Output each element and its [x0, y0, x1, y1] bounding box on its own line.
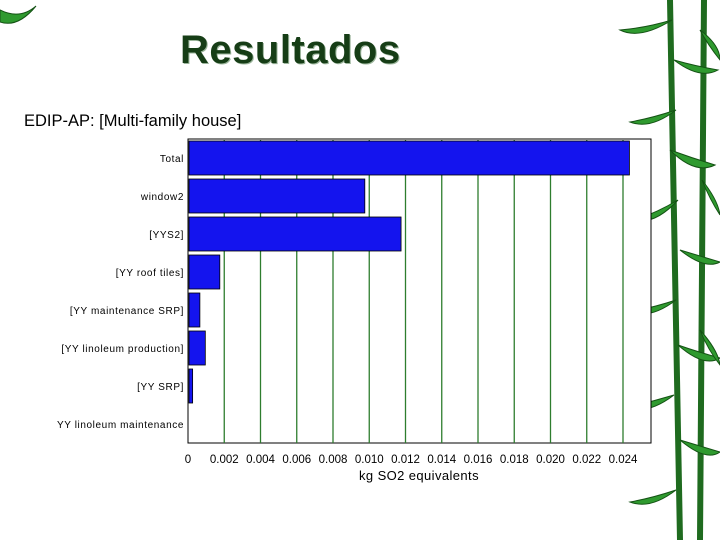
- category-label: [YY roof tiles]: [116, 268, 184, 279]
- x-tick-label: 0.004: [246, 454, 275, 466]
- x-tick-label: 0.014: [427, 454, 456, 466]
- category-label: window2: [140, 192, 184, 203]
- x-tick-label: 0.016: [464, 454, 493, 466]
- category-label: [YY SRP]: [137, 382, 184, 393]
- x-tick-label: 0.010: [355, 454, 384, 466]
- bar: [189, 255, 220, 289]
- category-label: [YYS2]: [149, 230, 184, 241]
- category-labels: Total window2 [YYS2] [YY roof tiles] [YY mai…: [57, 154, 184, 431]
- x-tick-label: 0.024: [609, 454, 638, 466]
- x-tick-labels: 0 0.002 0.004 0.006 0.008 0.010 0.012 0.014 0.01…: [185, 454, 638, 466]
- x-tick-label: 0: [185, 454, 191, 466]
- x-tick-label: 0.008: [319, 454, 348, 466]
- bar: [189, 179, 365, 213]
- x-axis-label: kg SO2 equivalents: [359, 468, 479, 483]
- category-label: YY linoleum maintenance: [57, 420, 184, 431]
- bar: [189, 217, 401, 251]
- bar: [189, 369, 193, 403]
- x-tick-label: 0.022: [572, 454, 601, 466]
- bar: [189, 331, 205, 365]
- x-tick-label: 0.012: [391, 454, 420, 466]
- category-label: [YY maintenance SRP]: [70, 306, 184, 317]
- bar: [189, 293, 200, 327]
- x-tick-label: 0.018: [500, 454, 529, 466]
- x-tick-label: 0.006: [282, 454, 311, 466]
- x-tick-label: 0.020: [536, 454, 565, 466]
- x-tick-label: 0.002: [210, 454, 239, 466]
- category-label: [YY linoleum production]: [61, 344, 184, 355]
- bar: [189, 141, 629, 175]
- category-label: Total: [160, 154, 184, 165]
